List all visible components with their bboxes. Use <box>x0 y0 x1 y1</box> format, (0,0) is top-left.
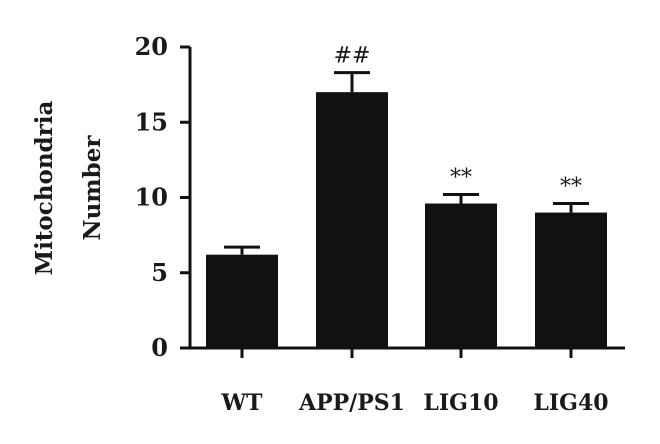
bar-lig10 <box>425 203 497 348</box>
y-axis-title: Mitochondria Number <box>31 101 106 276</box>
x-tick-label-lig10: LIG10 <box>423 390 498 416</box>
significance-label-app-ps1: ## <box>334 44 371 69</box>
bar-app-ps1 <box>316 92 388 349</box>
y-tick-label-20: 20 <box>135 32 168 61</box>
y-axis-label-line-1: Mitochondria <box>31 101 58 276</box>
y-axis-label-line-2: Number <box>79 135 106 241</box>
x-tick-label-app-ps1: APP/PS1 <box>298 390 405 416</box>
plot-area: 0 5 10 15 20 WT APP/PS1 ## LIG10 ** LIG40 ** <box>135 32 625 416</box>
significance-label-lig10: ** <box>450 165 472 190</box>
y-tick-label-15: 15 <box>135 107 168 136</box>
y-tick-label-10: 10 <box>135 183 168 212</box>
y-tick-label-5: 5 <box>151 258 168 287</box>
x-tick-label-wt: WT <box>220 390 263 416</box>
significance-label-lig40: ** <box>560 175 582 200</box>
y-tick-label-0: 0 <box>151 333 168 362</box>
x-tick-label-lig40: LIG40 <box>533 390 608 416</box>
bar-wt <box>206 254 278 348</box>
bar-lig40 <box>535 212 607 348</box>
